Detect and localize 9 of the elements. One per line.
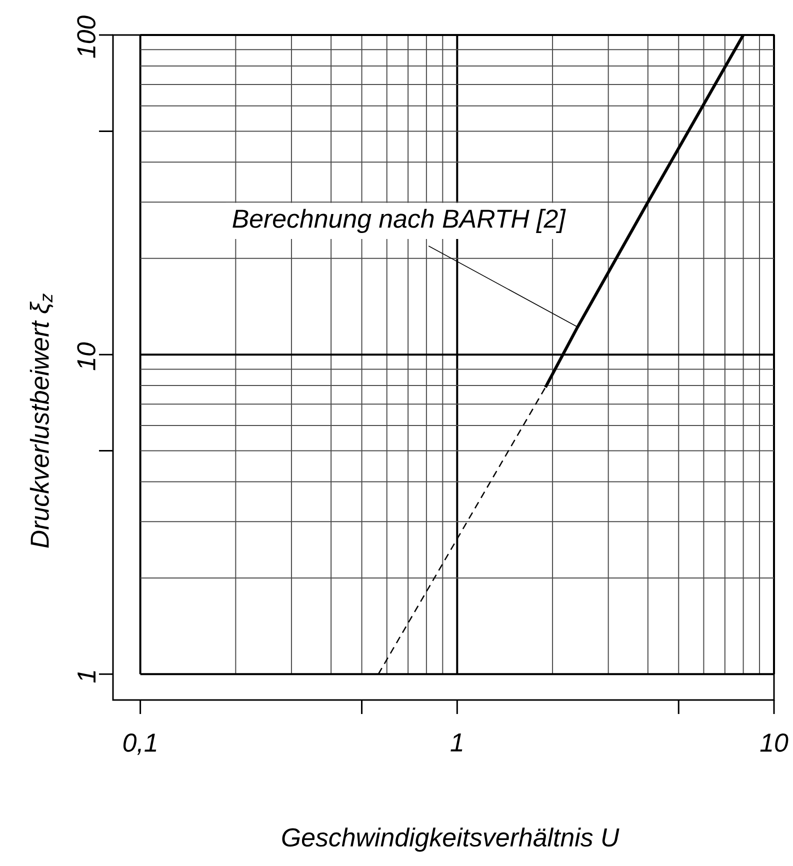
- x-tick-label: 10: [760, 734, 788, 752]
- y-axis-title: Druckverlustbeiwert ξ$_{z}$: [30, 294, 54, 548]
- x-axis-title: Geschwindigkeitsverhältnis U: [282, 828, 620, 852]
- y-tick-label: 10: [77, 342, 96, 370]
- y-tick-label: 100: [77, 16, 96, 58]
- x-tick-label: 1: [450, 734, 462, 752]
- x-tick-label: 0,1: [123, 734, 156, 755]
- y-tick-label: 1: [78, 671, 96, 683]
- annotation: Berechnung nach BARTH [2]: [232, 208, 566, 234]
